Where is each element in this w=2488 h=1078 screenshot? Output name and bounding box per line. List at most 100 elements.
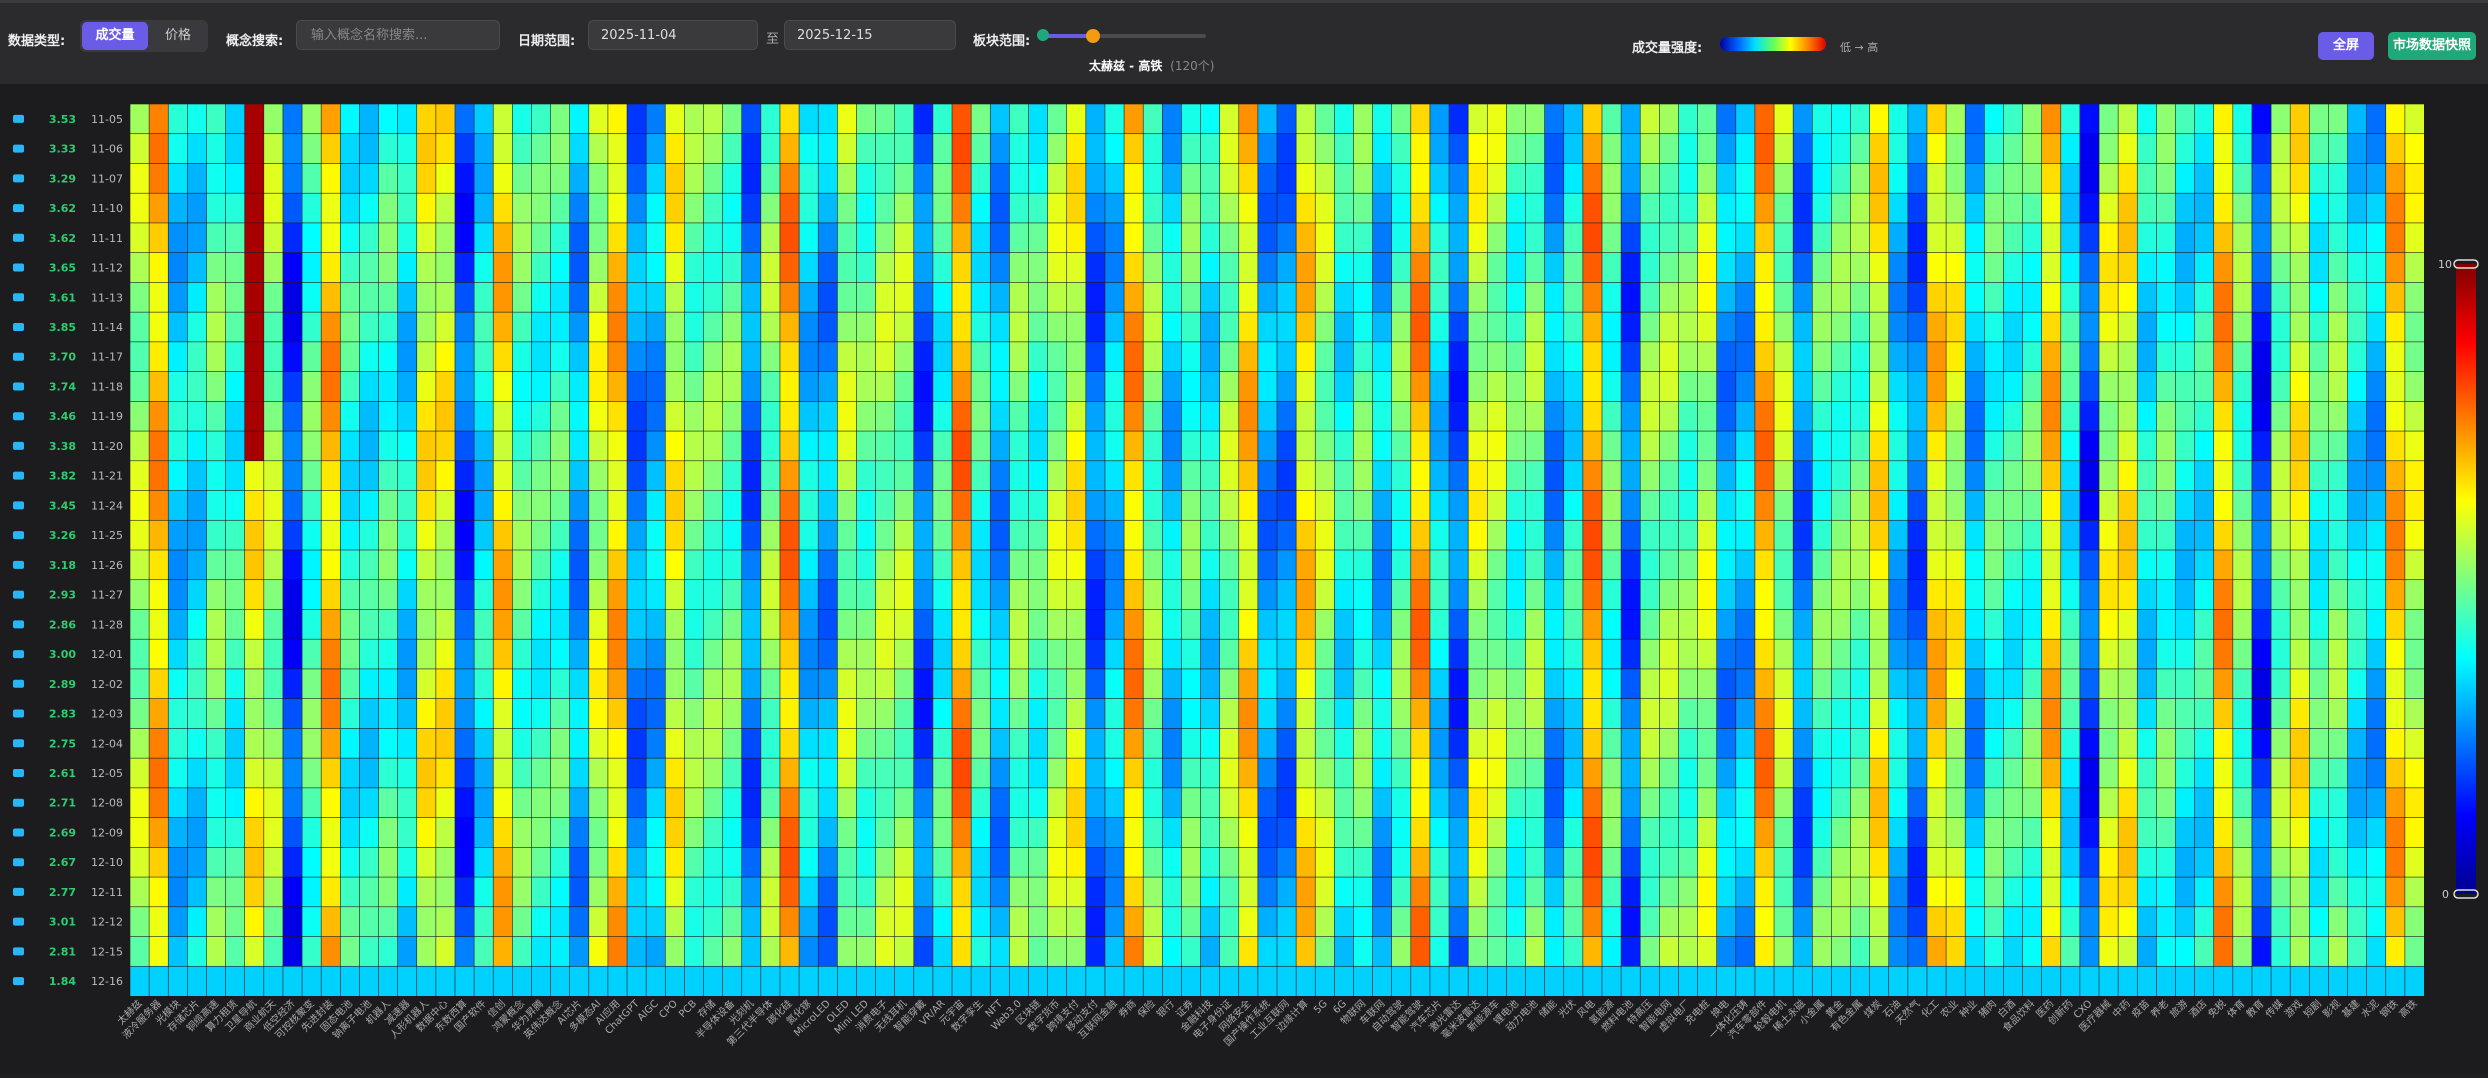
heatmap-cell[interactable] xyxy=(492,519,513,551)
heatmap-cell[interactable] xyxy=(645,638,666,670)
heatmap-cell[interactable] xyxy=(1085,549,1106,581)
heatmap-cell[interactable] xyxy=(894,371,915,402)
heatmap-cell[interactable] xyxy=(1448,876,1469,908)
heatmap-cell[interactable] xyxy=(875,609,896,640)
heatmap-cell[interactable] xyxy=(512,460,533,492)
heatmap-cell[interactable] xyxy=(301,371,322,402)
heatmap-cell[interactable] xyxy=(779,222,800,254)
heatmap-cell[interactable] xyxy=(416,936,437,967)
heatmap-cell[interactable] xyxy=(1104,519,1125,551)
heatmap-cell[interactable] xyxy=(454,549,475,581)
heatmap-cell[interactable] xyxy=(2232,311,2253,343)
heatmap-cell[interactable] xyxy=(894,817,915,848)
heatmap-cell[interactable] xyxy=(913,311,934,343)
heatmap-cell[interactable] xyxy=(626,460,647,492)
heatmap-cell[interactable] xyxy=(2175,133,2196,165)
heatmap-cell[interactable] xyxy=(320,609,341,640)
heatmap-cell[interactable] xyxy=(454,163,475,194)
heatmap-cell[interactable] xyxy=(1945,728,1966,759)
heatmap-cell[interactable] xyxy=(970,252,991,284)
heatmap-cell[interactable] xyxy=(989,192,1010,224)
heatmap-cell[interactable] xyxy=(1811,519,1832,551)
heatmap-cell[interactable] xyxy=(1544,103,1565,135)
heatmap-cell[interactable] xyxy=(607,668,628,700)
heatmap-cell[interactable] xyxy=(1295,222,1316,254)
heatmap-cell[interactable] xyxy=(1219,876,1240,908)
heatmap-cell[interactable] xyxy=(1295,490,1316,521)
heatmap-cell[interactable] xyxy=(2366,519,2387,551)
heatmap-cell[interactable] xyxy=(989,549,1010,581)
heatmap-cell[interactable] xyxy=(1200,103,1221,135)
heatmap-cell[interactable] xyxy=(1659,490,1680,521)
heatmap-cell[interactable] xyxy=(1544,192,1565,224)
heatmap-cell[interactable] xyxy=(320,906,341,938)
heatmap-cell[interactable] xyxy=(684,371,705,402)
heatmap-cell[interactable] xyxy=(2289,698,2310,730)
heatmap-cell[interactable] xyxy=(1486,876,1507,908)
heatmap-cell[interactable] xyxy=(798,341,819,373)
heatmap-cell[interactable] xyxy=(607,579,628,611)
heatmap-cell[interactable] xyxy=(569,906,590,938)
heatmap-cell[interactable] xyxy=(626,638,647,670)
heatmap-cell[interactable] xyxy=(1238,133,1259,165)
heatmap-cell[interactable] xyxy=(1104,698,1125,730)
heatmap-cell[interactable] xyxy=(2289,549,2310,581)
heatmap-cell[interactable] xyxy=(2232,787,2253,819)
heatmap-cell[interactable] xyxy=(263,906,284,938)
heatmap-cell[interactable] xyxy=(244,103,265,135)
heatmap-cell[interactable] xyxy=(2003,311,2024,343)
heatmap-cell[interactable] xyxy=(817,460,838,492)
heatmap-cell[interactable] xyxy=(779,787,800,819)
heatmap-cell[interactable] xyxy=(1964,519,1985,551)
heatmap-cell[interactable] xyxy=(1506,252,1527,284)
heatmap-cell[interactable] xyxy=(2098,519,2119,551)
heatmap-cell[interactable] xyxy=(1620,282,1641,313)
heatmap-cell[interactable] xyxy=(1888,787,1909,819)
heatmap-cell[interactable] xyxy=(2385,787,2406,819)
heatmap-cell[interactable] xyxy=(1181,668,1202,700)
heatmap-cell[interactable] xyxy=(2022,490,2043,521)
heatmap-cell[interactable] xyxy=(187,311,208,343)
heatmap-cell[interactable] xyxy=(1181,133,1202,165)
heatmap-cell[interactable] xyxy=(2366,192,2387,224)
heatmap-cell[interactable] xyxy=(875,906,896,938)
heatmap-cell[interactable] xyxy=(1047,906,1068,938)
heatmap-cell[interactable] xyxy=(989,698,1010,730)
heatmap-cell[interactable] xyxy=(512,282,533,313)
heatmap-cell[interactable] xyxy=(856,371,877,402)
heatmap-cell[interactable] xyxy=(2136,728,2157,759)
heatmap-cell[interactable] xyxy=(435,549,456,581)
heatmap-cell[interactable] xyxy=(378,163,399,194)
heatmap-cell[interactable] xyxy=(359,609,380,640)
heatmap-cell[interactable] xyxy=(703,252,724,284)
heatmap-cell[interactable] xyxy=(2194,401,2215,432)
heatmap-cell[interactable] xyxy=(2156,103,2177,135)
heatmap-cell[interactable] xyxy=(1066,490,1087,521)
heatmap-cell[interactable] xyxy=(1372,728,1393,759)
heatmap-cell[interactable] xyxy=(1486,311,1507,343)
heatmap-cell[interactable] xyxy=(512,757,533,789)
heatmap-cell[interactable] xyxy=(2328,728,2349,759)
heatmap-cell[interactable] xyxy=(645,192,666,224)
heatmap-cell[interactable] xyxy=(932,163,953,194)
heatmap-cell[interactable] xyxy=(1582,876,1603,908)
heatmap-cell[interactable] xyxy=(2098,668,2119,700)
heatmap-cell[interactable] xyxy=(798,460,819,492)
heatmap-cell[interactable] xyxy=(492,936,513,967)
heatmap-cell[interactable] xyxy=(1314,133,1335,165)
heatmap-cell[interactable] xyxy=(1162,341,1183,373)
heatmap-cell[interactable] xyxy=(1104,133,1125,165)
heatmap-cell[interactable] xyxy=(1372,847,1393,878)
heatmap-cell[interactable] xyxy=(1639,311,1660,343)
heatmap-cell[interactable] xyxy=(1639,163,1660,194)
heatmap-cell[interactable] xyxy=(837,460,858,492)
heatmap-cell[interactable] xyxy=(2232,341,2253,373)
heatmap-cell[interactable] xyxy=(2347,728,2368,759)
heatmap-cell[interactable] xyxy=(1104,876,1125,908)
heatmap-cell[interactable] xyxy=(129,936,150,967)
heatmap-cell[interactable] xyxy=(2136,549,2157,581)
heatmap-cell[interactable] xyxy=(569,192,590,224)
heatmap-cell[interactable] xyxy=(1773,906,1794,938)
heatmap-cell[interactable] xyxy=(1582,252,1603,284)
heatmap-cell[interactable] xyxy=(2117,341,2138,373)
